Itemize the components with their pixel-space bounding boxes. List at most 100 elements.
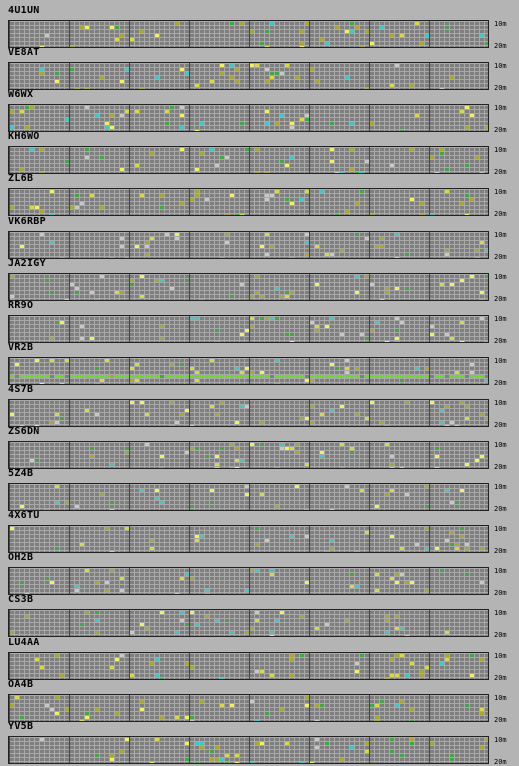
signal-cell	[95, 707, 99, 711]
signal-cell	[155, 76, 159, 80]
signal-cell	[40, 72, 44, 76]
signal-cell	[20, 715, 24, 719]
signal-cell	[315, 627, 319, 631]
signal-cell	[110, 665, 114, 669]
signal-cell	[360, 172, 364, 174]
signal-cell	[370, 374, 374, 378]
station-row: 4U1UN 10m 20m	[0, 5, 519, 50]
signal-cell	[330, 148, 334, 152]
band-label-10m: 10m	[494, 62, 507, 71]
signal-cell	[60, 374, 64, 378]
signal-cell	[395, 573, 399, 577]
signal-cell	[50, 707, 54, 711]
signal-cell	[310, 420, 314, 424]
signal-cell	[320, 190, 324, 194]
signal-cell	[215, 757, 219, 761]
signal-cell	[55, 320, 59, 324]
signal-cell	[95, 374, 99, 378]
signal-cell	[375, 424, 379, 426]
station-callsign: ZS6DN	[8, 426, 40, 437]
signal-cell	[460, 202, 464, 206]
signal-cell	[100, 493, 104, 497]
signal-cell	[485, 737, 488, 741]
signal-cell	[475, 248, 479, 252]
signal-cell	[240, 374, 244, 378]
band-label-10m: 10m	[494, 609, 507, 618]
signal-cell	[145, 412, 149, 416]
station-row: RR9O 10m 20m	[0, 300, 519, 345]
signal-cell	[305, 114, 309, 118]
signal-cell	[390, 577, 394, 581]
signal-cell	[40, 374, 44, 378]
signal-cell	[105, 358, 109, 362]
signal-cell	[320, 455, 324, 458]
signal-cell	[50, 290, 54, 294]
signal-cell	[240, 370, 244, 374]
signal-cell	[90, 374, 94, 378]
signal-cell	[280, 374, 284, 378]
signal-cell	[470, 362, 474, 366]
band-label-20m: 20m	[494, 715, 507, 724]
signal-cell	[230, 294, 234, 298]
signal-cell	[215, 328, 219, 332]
signal-cell	[85, 711, 89, 715]
signal-cell	[310, 68, 314, 72]
signal-cell	[190, 198, 194, 202]
signal-cell	[10, 382, 14, 384]
signal-cell	[260, 294, 264, 298]
signal-cell	[335, 214, 339, 216]
signal-cell	[145, 252, 149, 256]
signal-cell	[425, 374, 429, 378]
signal-cell	[275, 505, 279, 509]
signal-cell	[325, 324, 329, 328]
signal-cell	[10, 294, 14, 298]
signal-cell	[350, 30, 354, 33]
signal-cell	[60, 673, 64, 677]
signal-cell	[170, 374, 174, 378]
signal-cell	[115, 38, 119, 41]
signal-cell	[30, 459, 34, 462]
signal-cell	[260, 741, 264, 745]
signal-cell	[180, 362, 184, 366]
signal-cell	[305, 252, 309, 256]
signal-cell	[80, 324, 84, 328]
station-callsign: JA2IGY	[8, 257, 46, 269]
signal-cell	[480, 374, 484, 378]
signal-cell	[30, 148, 34, 152]
signal-cell	[255, 64, 259, 68]
signal-cell	[440, 282, 444, 286]
signal-cell	[270, 573, 274, 577]
signal-cell	[470, 198, 474, 202]
signal-cell	[250, 569, 254, 573]
signal-cell	[210, 358, 214, 362]
signal-cell	[330, 547, 334, 551]
signal-cell	[465, 214, 469, 216]
signal-cell	[275, 619, 279, 623]
signal-cell	[130, 374, 134, 378]
signal-cell	[445, 539, 449, 543]
signal-cell	[350, 447, 354, 450]
signal-cell	[245, 485, 249, 489]
signal-cell	[150, 152, 154, 156]
signal-cell	[355, 585, 359, 589]
signal-cell	[450, 531, 454, 535]
signal-cell	[185, 573, 189, 577]
signal-cell	[85, 106, 89, 110]
signal-cell	[385, 631, 389, 635]
signal-cell	[290, 657, 294, 661]
signal-cell	[210, 501, 214, 505]
signal-cell	[130, 278, 134, 282]
signal-cell	[25, 615, 29, 619]
signal-cell	[180, 148, 184, 152]
signal-cell	[395, 703, 399, 707]
signal-cell	[230, 374, 234, 378]
signal-cell	[480, 455, 484, 458]
signal-cell	[110, 463, 114, 466]
signal-cell	[95, 631, 99, 635]
signal-cell	[110, 551, 114, 553]
band-label-10m: 10m	[494, 651, 507, 660]
signal-cell	[410, 661, 414, 665]
signal-cell	[35, 657, 39, 661]
signal-cell	[50, 420, 54, 424]
station-row: 4S7B 10m 20m	[0, 384, 519, 429]
